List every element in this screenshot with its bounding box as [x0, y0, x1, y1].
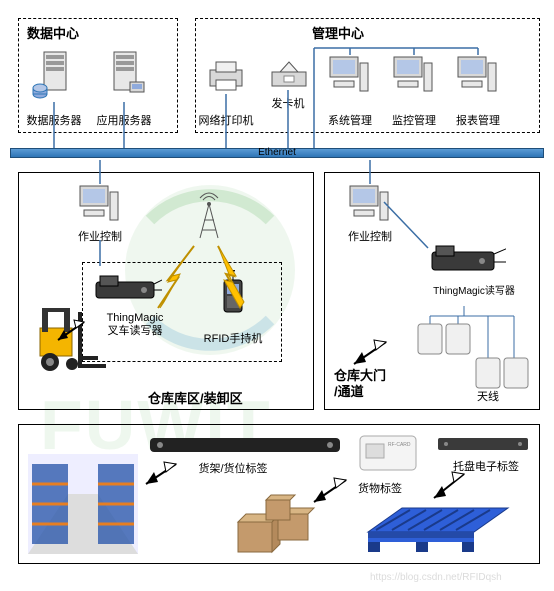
warehouse-connectors [18, 160, 338, 410]
bottom-arrows [18, 424, 554, 574]
gate-connectors [324, 160, 554, 410]
csdn-watermark: https://blog.csdn.net/RFIDqsh [370, 572, 502, 583]
ethernet-bar: Ethernet [10, 148, 544, 158]
top-connectors [0, 0, 554, 160]
ethernet-label: Ethernet [11, 147, 543, 158]
